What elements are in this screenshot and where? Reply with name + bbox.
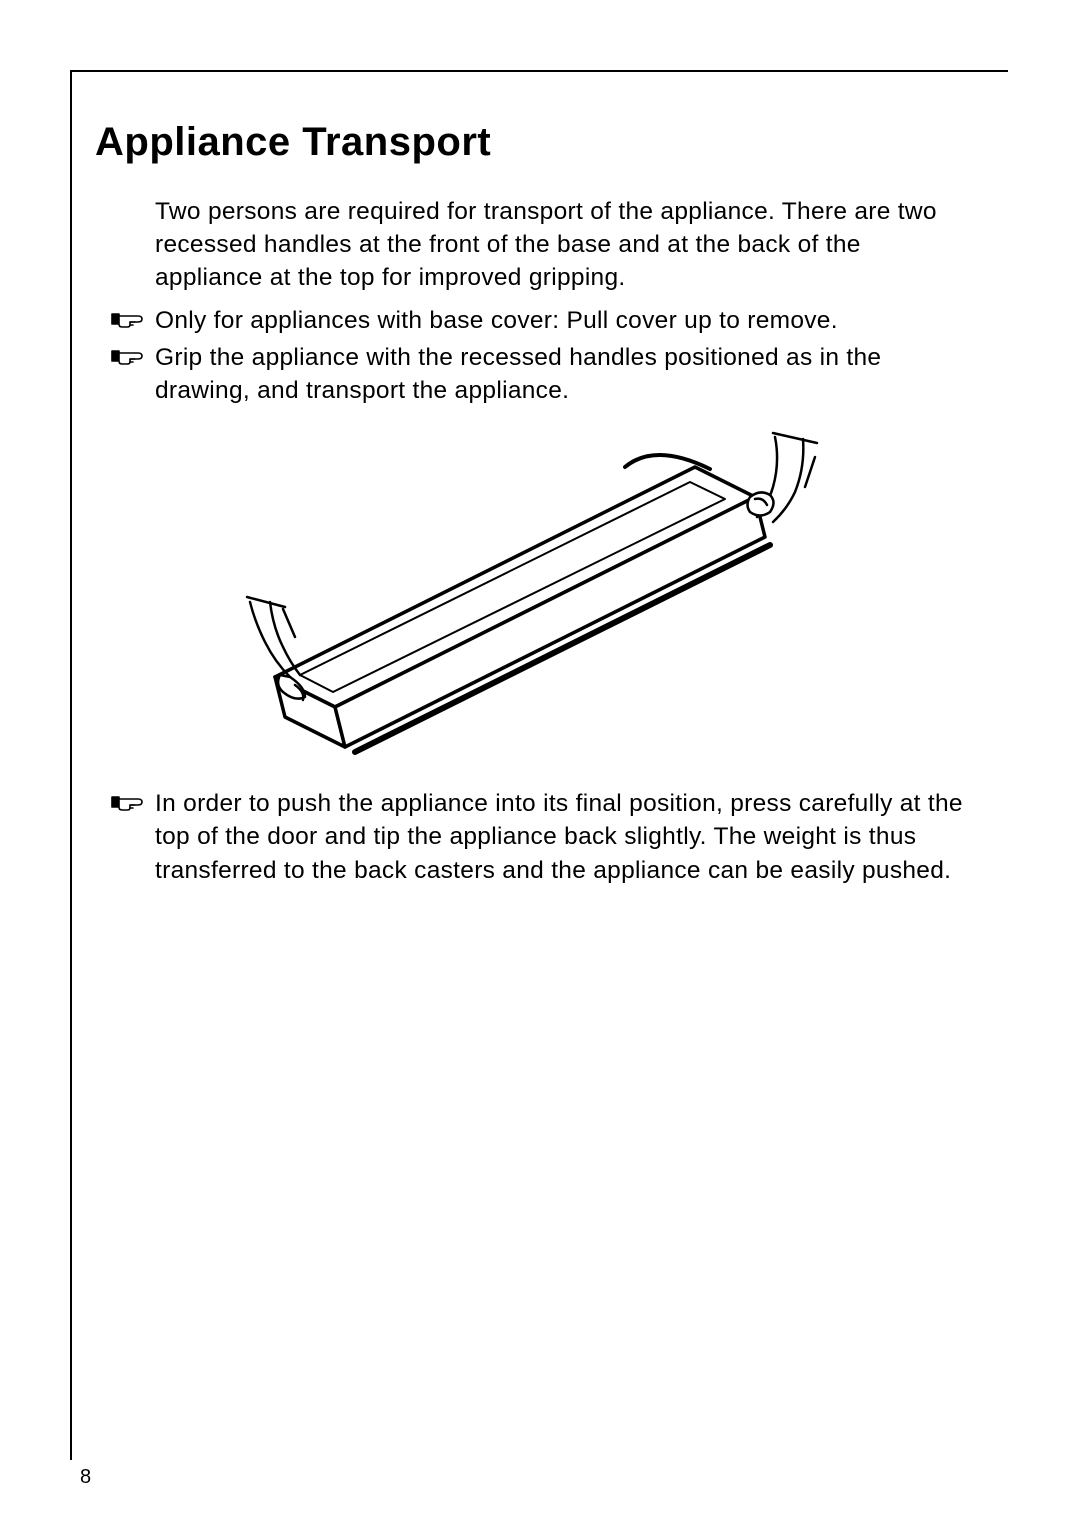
section-title: Appliance Transport bbox=[95, 120, 975, 165]
instruction-text: In order to push the appliance into its … bbox=[155, 787, 975, 886]
pointing-hand-icon bbox=[110, 307, 155, 336]
instruction-text: Only for appliances with base cover: Pul… bbox=[155, 304, 838, 337]
left-rule bbox=[70, 70, 72, 1460]
top-rule bbox=[70, 70, 1008, 72]
pointing-hand-icon bbox=[110, 344, 155, 373]
intro-paragraph: Two persons are required for transport o… bbox=[155, 195, 975, 294]
page-number: 8 bbox=[80, 1466, 91, 1489]
pointing-hand-icon bbox=[110, 790, 155, 819]
instruction-text: Grip the appliance with the recessed han… bbox=[155, 341, 975, 407]
carrying-illustration bbox=[155, 427, 875, 767]
instruction-item: Only for appliances with base cover: Pul… bbox=[110, 304, 975, 337]
instruction-item: In order to push the appliance into its … bbox=[110, 787, 975, 886]
manual-page: Appliance Transport Two persons are requ… bbox=[0, 0, 1080, 1529]
content-area: Appliance Transport Two persons are requ… bbox=[95, 95, 975, 891]
instruction-item: Grip the appliance with the recessed han… bbox=[110, 341, 975, 407]
